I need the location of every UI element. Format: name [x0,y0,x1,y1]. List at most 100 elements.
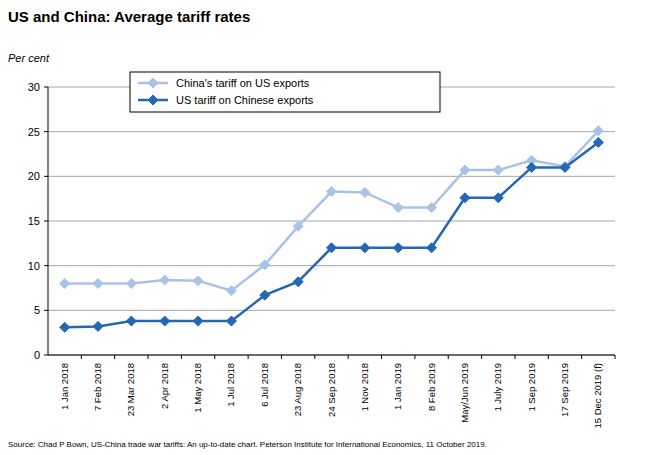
data-point [60,279,70,289]
chart: US and China: Average tariff rates Per ce… [0,0,650,455]
x-tick-label: 1 Jan 2019 [392,363,403,410]
y-axis [48,87,49,355]
data-point [460,165,470,175]
data-point [527,162,537,172]
data-point [226,316,236,326]
y-tick [44,131,48,132]
data-point [60,322,70,332]
x-tick-label: 1 July 2019 [492,363,503,412]
data-point [327,187,337,197]
y-tick [44,265,48,266]
series-line [65,131,599,291]
x-tick-label: 8 Feb 2019 [426,363,437,411]
x-tick-label: 23 Aug 2018 [292,363,303,416]
data-point [126,316,136,326]
legend-label: China's tariff on US exports [176,77,310,89]
series-line [65,142,599,327]
data-point [560,162,570,172]
x-tick-label: 24 Sep 2018 [326,363,337,417]
data-point [226,286,236,296]
data-point [193,276,203,286]
x-tick [348,355,349,359]
x-tick [548,355,549,359]
data-point [293,277,303,287]
legend-marker [148,78,158,88]
y-tick [44,176,48,177]
x-tick [148,355,149,359]
y-tick [44,355,48,356]
y-axis-label: Per cent [8,52,50,64]
x-tick [281,355,282,359]
data-point [393,203,403,213]
data-point [260,290,270,300]
x-tick-label: 6 Jul 2018 [259,363,270,407]
data-point [427,203,437,213]
x-tick-label: 1 Jul 2018 [225,363,236,407]
data-point [360,187,370,197]
data-point [160,275,170,285]
data-point [293,221,303,231]
x-tick-label: May/Jun 2019 [459,363,470,423]
x-tick-label: 1 May 2018 [192,363,203,413]
y-tick-label: 15 [28,215,40,227]
x-tick-label: 1 Jan 2018 [59,363,70,410]
x-tick [381,355,382,359]
y-tick-label: 30 [28,81,40,93]
x-tick [81,355,82,359]
x-tick-label: 17 Sep 2019 [559,363,570,417]
grid-line [48,310,615,311]
grid-line [48,265,615,266]
x-tick-label: 23 Mar 2018 [125,363,136,416]
data-point [160,316,170,326]
legend-label: US tariff on Chinese exports [176,94,314,106]
data-point [593,126,603,136]
x-tick-label: 7 Feb 2018 [92,363,103,411]
data-point [93,279,103,289]
x-tick [514,355,515,359]
data-point [460,193,470,203]
data-point [560,162,570,172]
x-tick [248,355,249,359]
data-point [327,243,337,253]
title: US and China: Average tariff rates [8,8,250,25]
grid-line [48,221,615,222]
legend-box [130,72,440,112]
x-tick [448,355,449,359]
y-tick-label: 5 [34,304,40,316]
grid-line [48,131,615,132]
plot-area [60,126,604,333]
data-point [493,165,503,175]
data-point [360,243,370,253]
x-tick-label: 15 Dec 2019 (f) [592,363,603,428]
data-point [260,260,270,270]
x-tick [615,355,616,359]
x-tick-label: 2 Apr 2018 [159,363,170,409]
source: Source: Chad P Bown, US-China trade war … [8,440,487,449]
y-tick [44,310,48,311]
x-tick [181,355,182,359]
data-point [393,243,403,253]
data-point [593,137,603,147]
data-point [93,321,103,331]
x-tick [114,355,115,359]
x-tick-label: 1 Nov 2018 [359,363,370,412]
data-point [126,279,136,289]
x-tick [481,355,482,359]
y-tick-label: 25 [28,126,40,138]
x-axis [48,355,615,356]
x-tick-label: 1 Sep 2019 [526,363,537,412]
x-tick [314,355,315,359]
y-tick-label: 10 [28,260,40,272]
x-tick [214,355,215,359]
y-tick-label: 20 [28,170,40,182]
grid-line [48,355,615,356]
x-tick [581,355,582,359]
data-point [427,243,437,253]
x-tick [414,355,415,359]
legend-marker [148,95,158,105]
y-tick [44,87,48,88]
data-point [193,316,203,326]
y-tick-label: 0 [34,349,40,361]
grid-line [48,176,615,177]
y-tick [44,221,48,222]
